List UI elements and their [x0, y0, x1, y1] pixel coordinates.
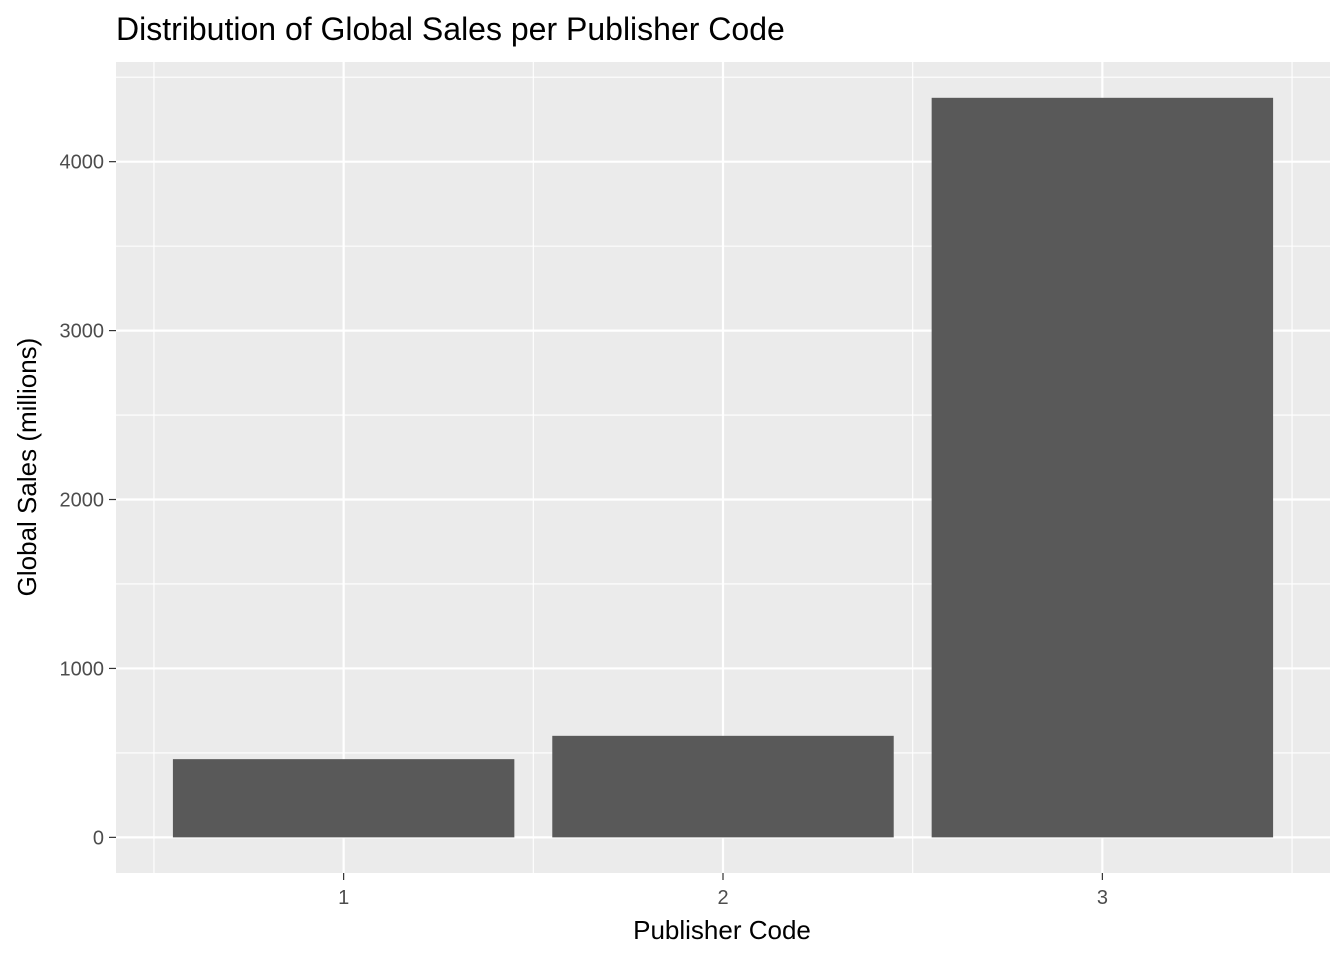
y-axis: 0 1000 2000 3000 4000	[60, 152, 116, 849]
y-tick-label: 1000	[60, 658, 105, 680]
bar-1	[172, 759, 515, 838]
x-tick-label: 1	[338, 887, 349, 909]
y-tick-label: 4000	[60, 152, 105, 174]
bar-2	[552, 735, 894, 838]
y-tick-label: 3000	[60, 321, 105, 343]
x-tick-label: 2	[717, 887, 728, 909]
chart-title: Distribution of Global Sales per Publish…	[116, 11, 785, 47]
y-tick-label: 0	[93, 827, 104, 849]
x-tick-label: 3	[1097, 887, 1108, 909]
y-axis-title: Global Sales (millions)	[12, 338, 42, 597]
x-axis-title: Publisher Code	[633, 915, 811, 945]
bars	[172, 97, 1274, 838]
x-axis: 1 2 3	[338, 873, 1108, 909]
y-tick-label: 2000	[60, 490, 105, 512]
bar-3	[931, 97, 1274, 838]
